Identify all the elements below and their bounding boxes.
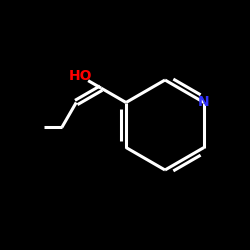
Text: HO: HO	[69, 68, 92, 82]
Text: N: N	[198, 96, 210, 110]
